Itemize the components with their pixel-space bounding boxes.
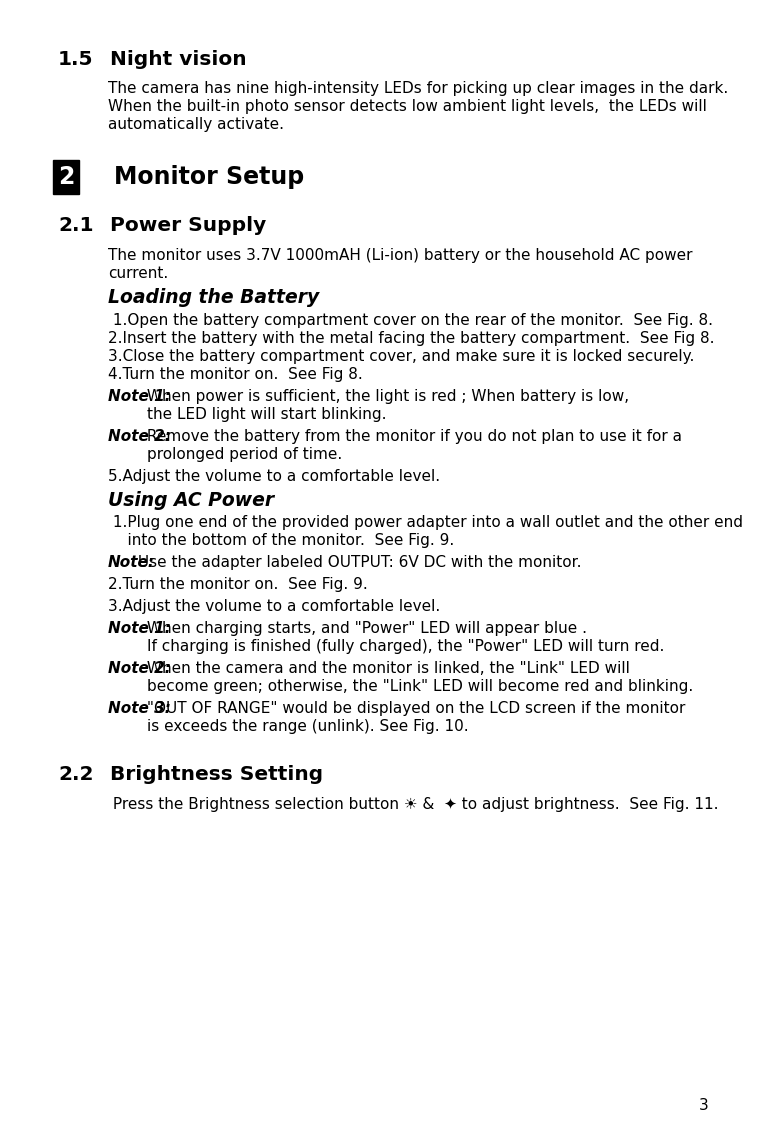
Text: 1.Plug one end of the provided power adapter into a wall outlet and the other en: 1.Plug one end of the provided power ada…: [108, 515, 743, 530]
Text: 5.Adjust the volume to a comfortable level.: 5.Adjust the volume to a comfortable lev…: [108, 468, 440, 484]
Text: Power Supply: Power Supply: [110, 217, 266, 236]
Text: 2.Insert the battery with the metal facing the battery compartment.  See Fig 8.: 2.Insert the battery with the metal faci…: [108, 331, 714, 345]
Text: automatically activate.: automatically activate.: [108, 117, 284, 132]
Text: the LED light will start blinking.: the LED light will start blinking.: [108, 406, 386, 422]
Text: Note:: Note:: [108, 555, 155, 571]
Text: If charging is finished (fully charged), the "Power" LED will turn red.: If charging is finished (fully charged),…: [108, 640, 664, 654]
Text: 2.2: 2.2: [58, 766, 93, 784]
Text: Night vision: Night vision: [110, 50, 247, 69]
Text: 3.Adjust the volume to a comfortable level.: 3.Adjust the volume to a comfortable lev…: [108, 599, 440, 615]
Text: When the camera and the monitor is linked, the "Link" LED will: When the camera and the monitor is linke…: [143, 661, 630, 677]
Text: Remove the battery from the monitor if you do not plan to use it for a: Remove the battery from the monitor if y…: [143, 429, 682, 443]
Text: current.: current.: [108, 265, 168, 281]
Text: 1.5: 1.5: [58, 50, 93, 69]
Text: is exceeds the range (unlink). See Fig. 10.: is exceeds the range (unlink). See Fig. …: [108, 720, 468, 734]
Text: Use the adapter labeled OUTPUT: 6V DC with the monitor.: Use the adapter labeled OUTPUT: 6V DC wi…: [133, 555, 581, 571]
Text: Note 3:: Note 3:: [108, 702, 171, 716]
Text: Note 1:: Note 1:: [108, 388, 171, 404]
Text: The camera has nine high-intensity LEDs for picking up clear images in the dark.: The camera has nine high-intensity LEDs …: [108, 81, 728, 96]
Text: When power is sufficient, the light is red ; When battery is low,: When power is sufficient, the light is r…: [143, 388, 629, 404]
Text: 4.Turn the monitor on.  See Fig 8.: 4.Turn the monitor on. See Fig 8.: [108, 367, 363, 381]
Text: become green; otherwise, the "Link" LED will become red and blinking.: become green; otherwise, the "Link" LED …: [108, 679, 693, 695]
Text: 3: 3: [699, 1098, 709, 1113]
Text: When charging starts, and "Power" LED will appear blue .: When charging starts, and "Power" LED wi…: [143, 622, 587, 636]
Text: prolonged period of time.: prolonged period of time.: [108, 447, 342, 461]
Text: Using AC Power: Using AC Power: [108, 491, 274, 510]
Text: The monitor uses 3.7V 1000mAH (Li-ion) battery or the household AC power: The monitor uses 3.7V 1000mAH (Li-ion) b…: [108, 248, 692, 263]
Text: Note 1:: Note 1:: [108, 622, 171, 636]
Text: Loading the Battery: Loading the Battery: [108, 288, 320, 307]
Text: 2.Turn the monitor on.  See Fig. 9.: 2.Turn the monitor on. See Fig. 9.: [108, 578, 368, 592]
Text: Note 2:: Note 2:: [108, 661, 171, 677]
Text: "OUT OF RANGE" would be displayed on the LCD screen if the monitor: "OUT OF RANGE" would be displayed on the…: [143, 702, 685, 716]
Text: Note 2:: Note 2:: [108, 429, 171, 443]
Text: 2: 2: [58, 165, 74, 190]
Text: into the bottom of the monitor.  See Fig. 9.: into the bottom of the monitor. See Fig.…: [108, 534, 454, 548]
Text: Monitor Setup: Monitor Setup: [114, 165, 304, 190]
Text: 1.Open the battery compartment cover on the rear of the monitor.  See Fig. 8.: 1.Open the battery compartment cover on …: [108, 312, 713, 327]
Text: 3.Close the battery compartment cover, and make sure it is locked securely.: 3.Close the battery compartment cover, a…: [108, 349, 694, 363]
Text: Brightness Setting: Brightness Setting: [110, 766, 323, 784]
Text: Press the Brightness selection button ☀ &  ✦ to adjust brightness.  See Fig. 11.: Press the Brightness selection button ☀ …: [108, 796, 719, 812]
Text: When the built-in photo sensor detects low ambient light levels,  the LEDs will: When the built-in photo sensor detects l…: [108, 99, 707, 114]
Text: 2.1: 2.1: [58, 217, 93, 236]
